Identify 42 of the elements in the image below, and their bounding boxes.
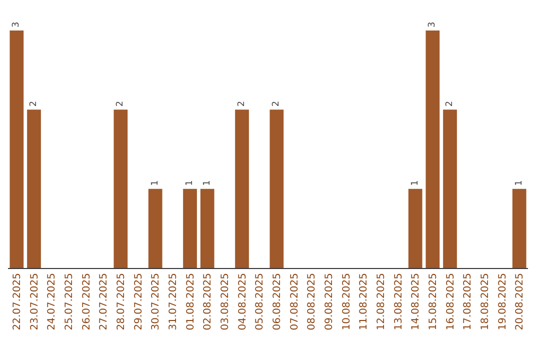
data-label: 1 [202,180,212,186]
x-tick-label: 30.07.2025 [150,273,162,330]
x-tick-label: 27.07.2025 [98,273,110,330]
x-tick-label: 15.08.2025 [428,273,439,330]
x-tick-label: 05.08.2025 [254,273,266,330]
data-label: 1 [185,180,195,186]
data-label: 2 [29,100,39,107]
x-tick-label: 19.08.2025 [497,273,508,330]
x-tick-label: 13.08.2025 [393,273,404,330]
x-tick-label: 06.08.2025 [272,273,283,330]
x-tick-label: 26.07.2025 [81,273,92,330]
data-label: 1 [410,180,420,186]
x-tick-label: 03.08.2025 [220,273,231,330]
x-tick-label: 25.07.2025 [64,273,75,330]
x-tick-label: 08.08.2025 [306,273,318,330]
data-label: 2 [116,100,126,107]
data-label: 1 [150,180,160,186]
x-tick-label: 16.08.2025 [445,273,456,330]
x-tick-label: 18.08.2025 [480,273,491,330]
data-label: 2 [272,100,282,107]
data-label: 2 [445,100,455,107]
x-tick-label: 29.07.2025 [133,273,144,330]
x-tick-label: 14.08.2025 [410,273,422,330]
data-label: 1 [514,180,524,186]
data-label: 3 [428,22,438,28]
data-label: 2 [237,100,247,107]
x-tick-label: 24.07.2025 [46,273,58,330]
x-tick-label: 09.08.2025 [324,273,335,330]
x-tick-label: 31.07.2025 [168,273,179,330]
x-tick-label: 22.07.2025 [12,273,23,330]
data-label: 3 [12,22,22,28]
x-tick-label: 02.08.2025 [202,273,214,330]
x-tick-label: 04.08.2025 [237,273,248,330]
x-tick-label: 10.08.2025 [341,273,352,330]
x-tick-label: 12.08.2025 [376,273,387,330]
x-tick-label: 28.07.2025 [116,273,127,330]
x-tick-label: 17.08.2025 [462,273,474,330]
x-tick-label: 01.08.2025 [185,273,196,330]
x-tick-label: 11.08.2025 [358,273,370,330]
x-tick-label: 20.08.2025 [514,273,526,330]
x-tick-label: 07.08.2025 [289,273,300,330]
x-tick-label: 23.07.2025 [29,273,40,330]
